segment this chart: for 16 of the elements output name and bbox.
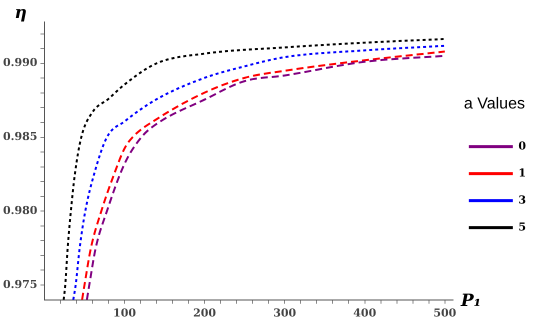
legend-label: 5 — [518, 220, 526, 234]
y-tick-label: 0.985 — [2, 130, 38, 144]
y-tick-label: 0.990 — [2, 56, 38, 70]
x-tick-label: 400 — [353, 306, 377, 320]
legend-label: 0 — [518, 139, 526, 152]
legend-label: 3 — [518, 193, 526, 206]
x-tick-label: 300 — [273, 306, 297, 320]
y-tick-label: 0.975 — [2, 278, 38, 291]
x-tick-label: 100 — [113, 306, 136, 320]
x-axis-title: P₁ — [460, 290, 482, 311]
y-tick-label: 0.980 — [2, 204, 38, 217]
y-axis-title: η — [14, 3, 27, 23]
x-tick-label: 500 — [433, 306, 457, 320]
legend-label: 1 — [518, 166, 526, 180]
x-tick-label: 200 — [193, 306, 216, 320]
legend-title: a Values — [464, 95, 525, 112]
